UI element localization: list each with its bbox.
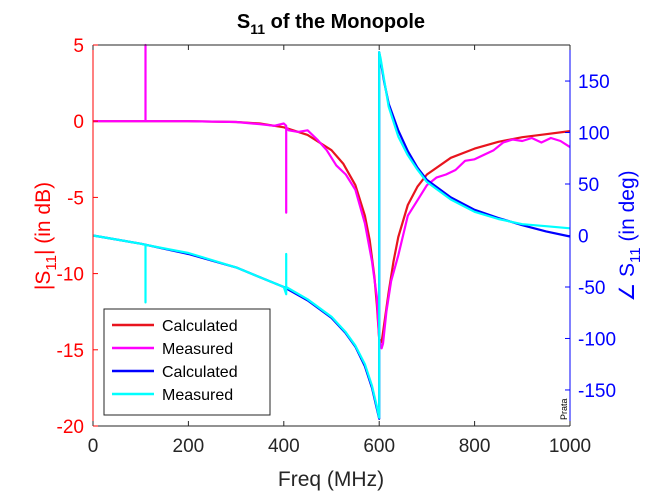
legend-label-2: Calculated	[162, 364, 238, 381]
x-axis-label: Freq (MHz)	[278, 468, 384, 491]
y-right-tick-label: 100	[578, 124, 610, 145]
y-right-tick-label: -50	[578, 278, 605, 299]
y-axis-label-right-subscript: 11	[627, 247, 644, 263]
legend-label-1: Measured	[162, 341, 233, 358]
y-axis-label-right: ∠ S11 (in deg)	[616, 170, 644, 301]
x-tick-label: 200	[173, 436, 205, 457]
x-tick-label: 600	[363, 436, 395, 457]
axes-layer: 0 200 400 600 800 100050-5-10-15-20150100500-…	[57, 36, 617, 457]
legend-label-3: Measured	[162, 387, 233, 404]
series-line-3-measured-right	[92, 51, 571, 419]
y-right-tick-label: 0	[578, 227, 589, 248]
chart-title-subscript: 11	[250, 21, 265, 37]
chart-title: S11 of the Monopole	[237, 11, 425, 37]
y-right-tick-label: -100	[578, 329, 616, 350]
legend-label-0: Calculated	[162, 318, 238, 335]
x-tick-label: 400	[268, 436, 300, 457]
y-right-tick-label: 50	[578, 175, 599, 196]
watermark: Prata	[559, 398, 569, 420]
legend-box	[103, 308, 271, 416]
y-right-tick-label: 150	[578, 72, 610, 93]
y-right-tick-label: -150	[578, 381, 616, 402]
y-left-tick-label: -10	[57, 265, 84, 286]
y-left-tick-label: 5	[73, 36, 84, 57]
y-left-tick-label: -15	[57, 341, 84, 362]
legend: Calculated Measured Calculated Measured	[103, 308, 271, 416]
x-tick-label: 800	[459, 436, 491, 457]
x-tick-label: 1000	[549, 436, 591, 457]
y-left-tick-label: 0	[73, 112, 84, 133]
y-left-tick-label: -20	[57, 417, 84, 438]
y-axis-label-left-subscript: 11	[43, 255, 60, 271]
y-left-tick-label: -5	[67, 188, 84, 209]
x-tick-label: 0	[88, 436, 99, 457]
series-line-1-measured-left	[93, 43, 571, 350]
series-layer	[92, 43, 571, 420]
y-axis-label-left: |S11| (in dB)	[32, 182, 60, 290]
